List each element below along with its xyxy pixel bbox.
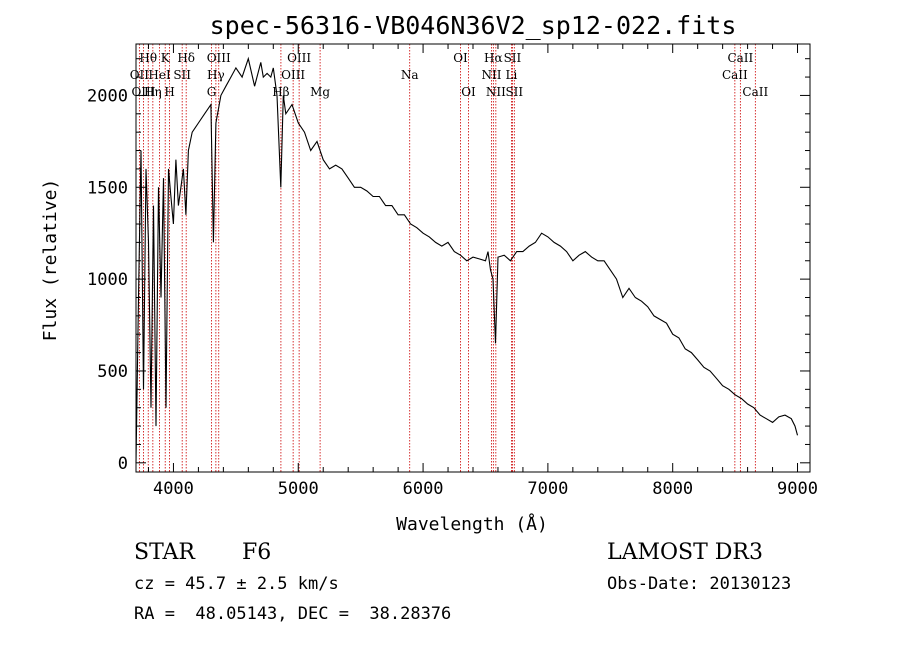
x-tick-label-0: 4000: [153, 479, 194, 499]
object-class: STAR: [134, 540, 195, 565]
marker-label-20: NII: [481, 68, 501, 82]
marker-label-11: G: [207, 85, 217, 99]
marker-label-12: OIII: [287, 51, 311, 65]
marker-label-3: Hη: [144, 85, 162, 99]
marker-label-23: Li: [506, 68, 518, 82]
y-axis-label: Flux (relative): [40, 179, 61, 342]
x-tick-label-4: 8000: [652, 479, 693, 499]
marker-label-8: Hδ: [177, 51, 195, 65]
y-tick-label-4: 2000: [87, 86, 128, 106]
marker-label-10: Hγ: [207, 68, 225, 82]
x-tick-label-1: 5000: [278, 479, 319, 499]
line-marker-group: [138, 44, 756, 472]
marker-label-26: CaII: [722, 68, 748, 82]
marker-label-4: K: [161, 51, 171, 65]
survey-name: LAMOST DR3: [607, 540, 763, 565]
y-tick-label-3: 1500: [87, 178, 128, 198]
y-tick-label-0: 0: [118, 454, 128, 474]
marker-label-18: OI: [461, 85, 476, 99]
marker-label-7: H: [164, 85, 174, 99]
y-axis: 0 500 1000 1500 2000: [87, 58, 810, 474]
y-tick-label-2: 1000: [87, 270, 128, 290]
x-axis: 4000 5000 6000 7000 8000 9000: [147, 44, 818, 499]
marker-label-9: OIII: [207, 51, 231, 65]
marker-label-24: SII: [505, 85, 523, 99]
x-tick-label-2: 6000: [403, 479, 444, 499]
marker-label-1: OII: [130, 68, 150, 82]
object-subclass: F6: [242, 540, 272, 565]
x-tick-label-5: 9000: [777, 479, 818, 499]
plot-frame: [135, 43, 811, 473]
obs-date: Obs-Date: 20130123: [607, 574, 792, 594]
marker-label-25: CaII: [727, 51, 753, 65]
x-tick-label-3: 7000: [527, 479, 568, 499]
y-tick-label-1: 500: [97, 362, 128, 382]
x-axis-label: Wavelength (Å): [396, 513, 548, 535]
marker-label-5: HeI: [148, 68, 171, 82]
marker-label-14: Hβ: [272, 85, 289, 99]
marker-label-22: SII: [504, 51, 522, 65]
marker-label-15: Mg: [310, 85, 330, 99]
spectrum-line: [135, 56, 799, 463]
marker-label-27: CaII: [742, 85, 768, 99]
chart-title: spec-56316-VB046N36V2_sp12-022.fits: [210, 11, 737, 40]
marker-label-0: Hθ: [139, 51, 157, 65]
redshift-readout: cz = 45.7 ± 2.5 km/s: [134, 574, 339, 594]
coordinates: RA = 48.05143, DEC = 38.28376: [134, 604, 452, 624]
marker-label-6: SII: [173, 68, 191, 82]
marker-label-17: OI: [453, 51, 468, 65]
marker-label-16: Na: [401, 68, 419, 82]
marker-label-13: OIII: [281, 68, 305, 82]
marker-label-19: Hα: [484, 51, 503, 65]
marker-label-21: NII: [486, 85, 506, 99]
